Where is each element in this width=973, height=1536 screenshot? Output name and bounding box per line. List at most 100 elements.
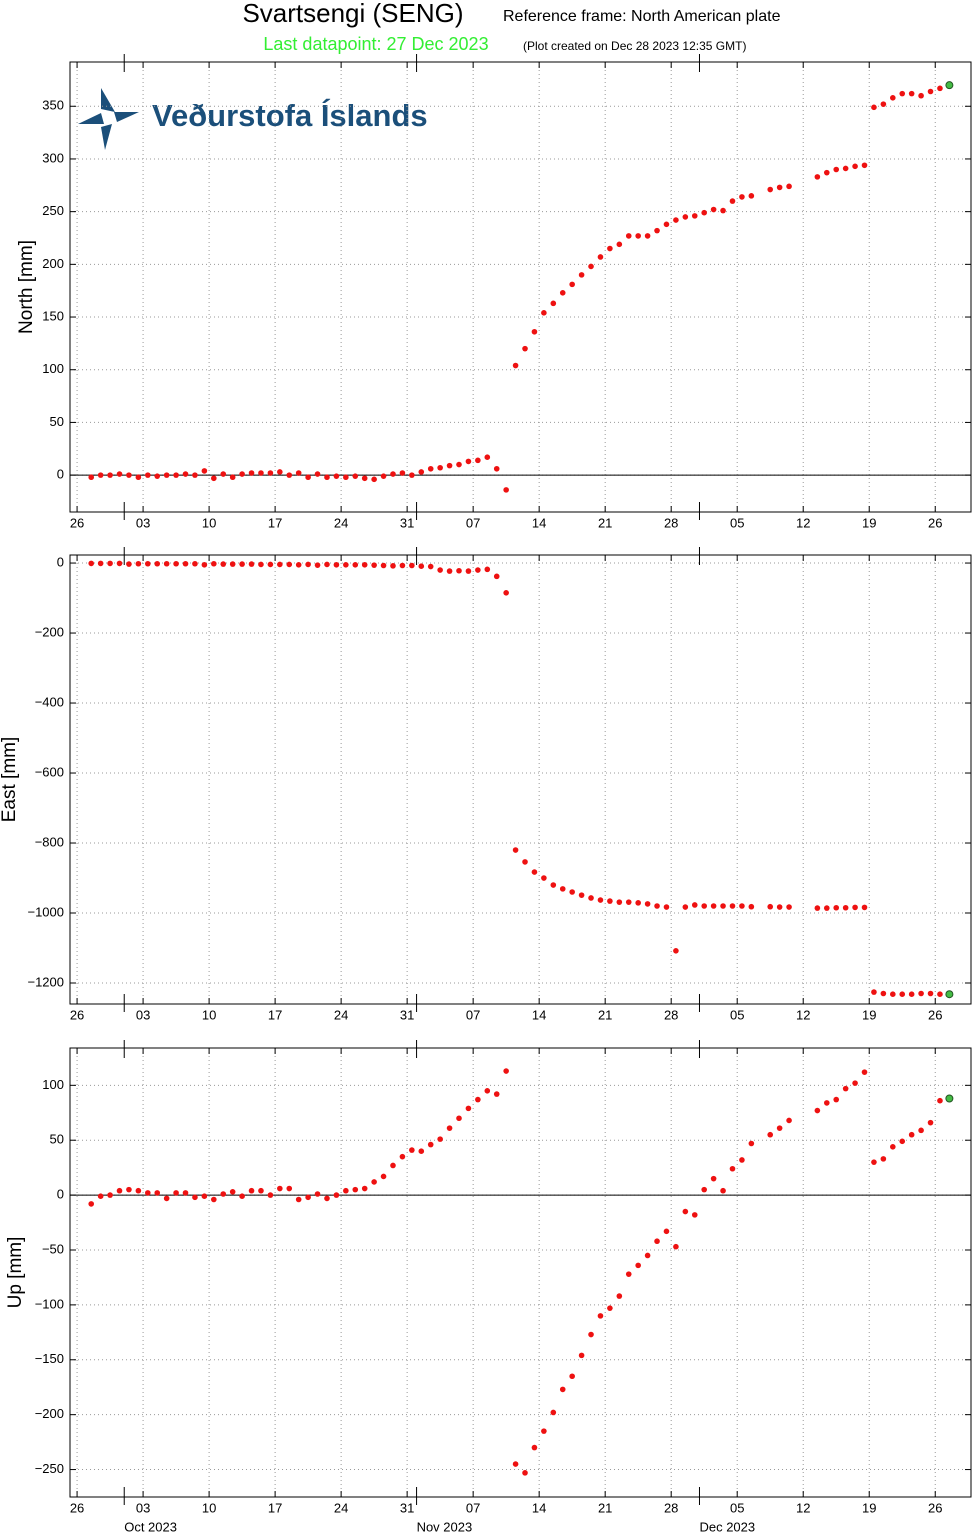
data-point — [541, 310, 547, 316]
data-point — [427, 465, 434, 472]
data-point — [937, 991, 943, 998]
data-point — [786, 904, 792, 910]
data-point — [211, 1196, 217, 1203]
y-axis-label: Up [mm] — [5, 1237, 26, 1309]
x-tick-label: 26 — [928, 1007, 942, 1022]
data-point — [314, 1191, 321, 1197]
data-point — [116, 560, 123, 567]
data-point — [861, 162, 868, 169]
data-point — [390, 563, 396, 569]
data-point — [767, 1131, 774, 1138]
data-point — [786, 1117, 792, 1124]
x-tick-label: 05 — [730, 515, 744, 530]
data-point — [97, 472, 104, 478]
y-tick-label: −50 — [42, 1241, 64, 1256]
x-tick-label: 26 — [928, 515, 942, 530]
data-point — [343, 474, 349, 481]
data-point — [852, 1080, 858, 1086]
data-point — [107, 560, 113, 567]
y-tick-label: 250 — [42, 203, 64, 218]
data-point — [314, 471, 321, 477]
data-point — [616, 1293, 623, 1299]
data-point — [418, 563, 425, 569]
x-tick-label: 28 — [664, 1007, 678, 1022]
x-tick-label: 17 — [268, 515, 282, 530]
x-tick-label: 07 — [466, 515, 480, 530]
data-point — [371, 476, 377, 483]
data-point — [597, 254, 604, 260]
data-point — [211, 475, 217, 482]
y-tick-label: −250 — [35, 1461, 64, 1476]
data-point — [239, 561, 245, 567]
data-point — [437, 1136, 443, 1142]
data-point — [135, 560, 142, 567]
data-point — [305, 1194, 311, 1201]
y-tick-label: −150 — [35, 1351, 64, 1366]
data-point — [135, 1187, 142, 1194]
logo-icon — [114, 112, 139, 122]
data-point — [484, 454, 491, 460]
data-point — [305, 561, 311, 568]
data-point — [691, 1212, 698, 1218]
month-label: Dec 2023 — [699, 1519, 755, 1534]
logo-icon — [101, 124, 112, 150]
data-point — [720, 903, 726, 909]
x-tick-label: 10 — [202, 1007, 216, 1022]
data-point — [163, 472, 170, 478]
data-point — [267, 1192, 274, 1198]
data-point — [192, 560, 198, 567]
x-tick-label: 05 — [730, 1500, 744, 1515]
data-point — [503, 487, 509, 493]
data-point — [663, 1228, 670, 1235]
y-tick-label: 150 — [42, 308, 64, 323]
data-point — [192, 1194, 198, 1201]
data-point — [380, 562, 387, 569]
data-point — [258, 561, 264, 568]
data-point — [578, 272, 585, 278]
x-tick-label: 19 — [862, 515, 876, 530]
data-point — [786, 183, 792, 190]
data-point — [343, 561, 349, 568]
logo-icon — [78, 113, 104, 124]
x-tick-label: 21 — [598, 515, 612, 530]
created-note: (Plot created on Dec 28 2023 12:35 GMT) — [523, 39, 746, 53]
data-point — [682, 1208, 689, 1215]
data-point — [522, 859, 528, 865]
data-point — [541, 1428, 547, 1434]
data-point — [324, 474, 330, 481]
data-point — [399, 470, 406, 476]
y-tick-label: 0 — [57, 554, 64, 569]
data-point — [107, 472, 113, 478]
data-point — [333, 473, 340, 479]
data-point — [116, 471, 123, 477]
data-point — [446, 462, 453, 469]
x-tick-label: 03 — [136, 515, 150, 530]
data-point — [286, 561, 293, 568]
data-point — [871, 1159, 877, 1165]
data-point — [739, 1157, 745, 1163]
data-point — [682, 904, 689, 910]
data-point — [739, 903, 745, 909]
data-point — [776, 184, 783, 191]
data-point — [437, 567, 443, 573]
data-point — [880, 990, 887, 997]
data-point — [937, 1097, 943, 1104]
data-point — [135, 474, 142, 481]
data-point — [484, 566, 491, 573]
x-tick-label: 14 — [532, 1500, 546, 1515]
x-tick-label: 24 — [334, 1500, 348, 1515]
y-tick-label: 300 — [42, 150, 64, 165]
data-point — [333, 561, 340, 568]
plot-frame — [69, 554, 972, 1005]
data-point — [380, 1173, 387, 1180]
x-tick-label: 19 — [862, 1007, 876, 1022]
data-point — [701, 209, 707, 216]
data-point — [239, 1193, 245, 1200]
data-point — [597, 1313, 604, 1319]
data-point — [380, 473, 387, 479]
data-point — [607, 1305, 613, 1311]
data-point — [229, 561, 236, 567]
data-point — [446, 1125, 453, 1131]
data-point — [833, 1096, 840, 1103]
